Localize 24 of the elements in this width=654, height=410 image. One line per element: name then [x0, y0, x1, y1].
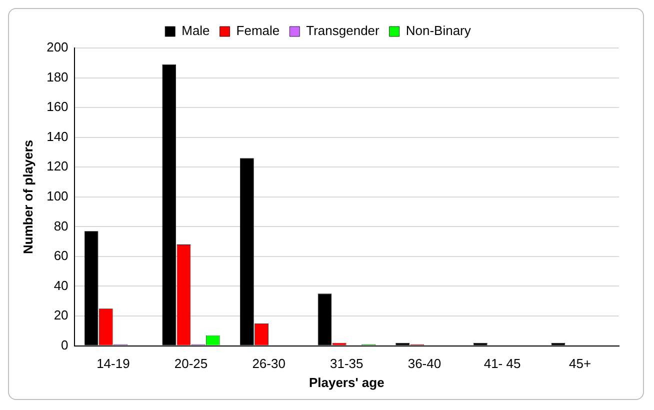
x-tick-label: 41- 45 [484, 356, 521, 372]
y-tick-label: 180 [46, 69, 68, 84]
y-tick-label: 160 [46, 99, 68, 114]
legend-label: Non-Binary [406, 23, 472, 38]
y-tick-label: 120 [46, 158, 68, 174]
y-tick-label: 100 [46, 188, 68, 204]
y-tick-label: 0 [61, 337, 68, 352]
y-tick-label: 40 [54, 278, 68, 293]
x-tick-label: 36-40 [408, 356, 442, 372]
x-tick-label: 20-25 [174, 356, 208, 372]
legend-label: Male [182, 23, 210, 38]
x-axis-title: Players' age [308, 374, 384, 390]
x-tick-label: 31-35 [330, 356, 364, 372]
y-axis-title: Number of players [20, 140, 36, 254]
legend-label: Transgender [306, 23, 380, 38]
x-tick-label: 45+ [569, 356, 592, 372]
x-tick-label: 14-19 [96, 356, 130, 372]
y-tick-label: 140 [46, 128, 68, 144]
y-tick-label: 20 [54, 308, 68, 323]
y-tick-label: 80 [54, 218, 68, 234]
legend-label: Female [236, 23, 280, 38]
x-tick-label: 26-30 [252, 356, 286, 372]
y-tick-label: 60 [54, 248, 68, 264]
y-tick-label: 200 [46, 40, 68, 55]
